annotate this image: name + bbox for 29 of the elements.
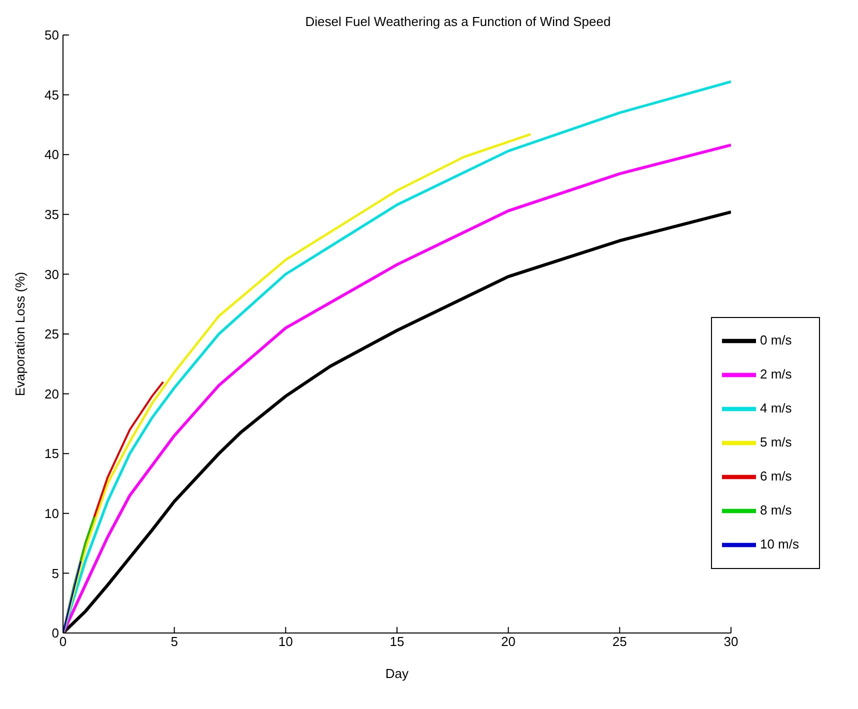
y-tick-label: 5: [52, 566, 59, 581]
legend-label: 8 m/s: [760, 502, 792, 518]
x-tick-label: 15: [390, 634, 404, 650]
line-series: [63, 380, 164, 633]
y-tick-label: 15: [44, 446, 59, 462]
x-axis-title: Day: [385, 666, 410, 681]
chart-title: Diesel Fuel Weathering as a Function of Wind Speed: [304, 14, 612, 29]
line-series: [63, 133, 532, 633]
legend-label: 5 m/s: [760, 434, 792, 450]
y-tick-label: 30: [44, 266, 59, 282]
legend-label: 10 m/s: [760, 536, 799, 552]
y-axis-title: Evaporation Loss (%): [12, 272, 28, 396]
x-tick-label: 20: [501, 634, 516, 650]
y-tick-label: 40: [44, 147, 59, 162]
y-tick-label: 25: [44, 326, 59, 342]
legend-label: 2 m/s: [760, 366, 792, 382]
legend-label: 0 m/s: [760, 332, 792, 348]
x-tick-label: 25: [612, 634, 627, 650]
y-tick-label: 35: [44, 207, 59, 222]
y-tick-label: 50: [44, 28, 59, 43]
x-tick-label: 5: [170, 634, 178, 650]
legend-label: 6 m/s: [760, 468, 792, 484]
y-tick-label: 10: [44, 506, 59, 522]
y-tick-label: 45: [44, 87, 59, 102]
x-tick-label: 30: [724, 634, 738, 650]
x-tick-label: 10: [278, 634, 293, 650]
legend-label: 4 m/s: [760, 400, 792, 416]
y-tick-label: 20: [44, 386, 59, 402]
line-series: [63, 516, 96, 633]
